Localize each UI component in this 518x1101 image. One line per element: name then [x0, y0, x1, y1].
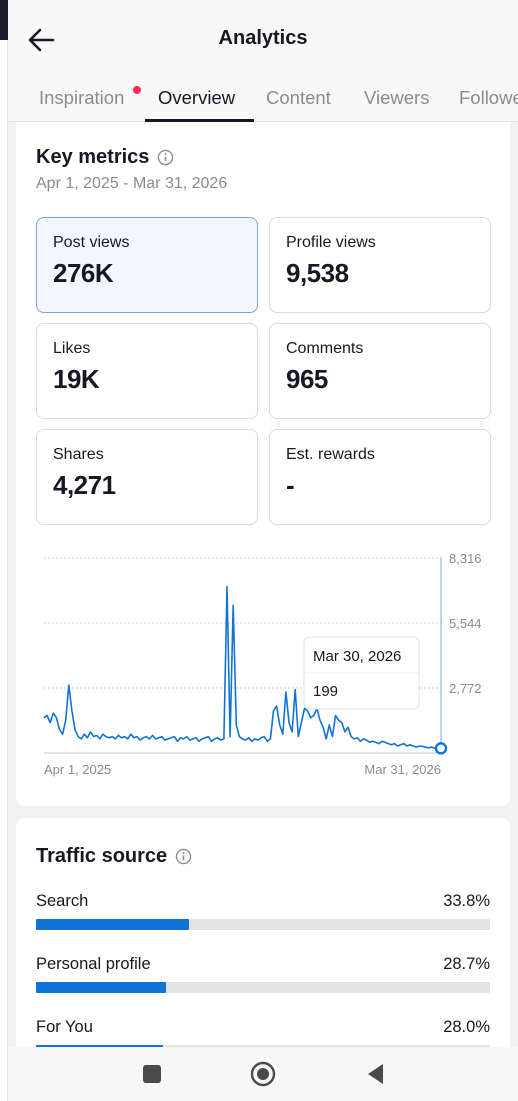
tooltip-value: 199: [313, 683, 338, 700]
metric-value: 9,538: [286, 258, 349, 288]
metric-card-comments[interactable]: Comments 965: [269, 323, 491, 419]
metric-label: Likes: [53, 340, 91, 357]
tooltip-date: Mar 30, 2026: [313, 648, 401, 665]
metric-value: 19K: [53, 364, 100, 394]
notification-dot: [133, 86, 141, 94]
traffic-label: Search: [36, 892, 89, 910]
series-line: [43, 585, 442, 750]
arrow-left-icon: [28, 28, 55, 52]
metric-label: Shares: [53, 446, 104, 463]
back-triangle-icon[interactable]: [362, 1060, 390, 1088]
background-page-dark-edge: [0, 0, 8, 40]
tab-bar: Inspiration Overview Content Viewers Fol…: [8, 76, 518, 122]
tab-followers[interactable]: Followers: [459, 87, 518, 108]
x-tick-label: Apr 1, 2025: [44, 762, 111, 777]
home-circle-icon[interactable]: [249, 1060, 277, 1088]
metric-value: -: [286, 470, 295, 500]
traffic-source-title: Traffic source: [36, 845, 168, 867]
traffic-percent: 28.7%: [443, 955, 490, 973]
y-tick-label: 5,544: [449, 616, 482, 631]
x-tick-label: Mar 31, 2026: [364, 762, 441, 777]
traffic-label: Personal profile: [36, 955, 151, 973]
traffic-bar-fill: [36, 919, 190, 930]
traffic-source-card: Traffic source Search 33.8% Personal pro…: [16, 818, 510, 1078]
chart-tooltip: Mar 30, 2026 199: [303, 636, 420, 710]
info-icon[interactable]: [175, 848, 192, 865]
background-page-sliver: [0, 0, 8, 1101]
active-tab-indicator: [145, 119, 254, 122]
tab-inspiration[interactable]: Inspiration: [39, 87, 125, 108]
tab-overview[interactable]: Overview: [158, 87, 236, 108]
key-metrics-heading: Key metrics: [36, 146, 174, 169]
traffic-percent: 28.0%: [443, 1018, 490, 1036]
metric-label: Profile views: [286, 234, 376, 251]
recents-square-icon[interactable]: [138, 1060, 166, 1088]
top-bar: Analytics Inspiration Overview Content V…: [8, 0, 518, 122]
metric-value: 4,271: [53, 470, 116, 500]
metric-value: 276K: [53, 258, 114, 288]
info-icon[interactable]: [157, 149, 174, 166]
traffic-bar-track: [36, 982, 490, 993]
analytics-screen: Analytics Inspiration Overview Content V…: [8, 0, 518, 1101]
metric-card-shares[interactable]: Shares 4,271: [36, 429, 258, 525]
tab-viewers[interactable]: Viewers: [364, 87, 430, 108]
system-nav-bar: [8, 1047, 518, 1101]
tab-content[interactable]: Content: [266, 87, 331, 108]
selected-point[interactable]: [434, 742, 448, 755]
metric-card-est-rewards[interactable]: Est. rewards -: [269, 429, 491, 525]
metric-card-profile-views[interactable]: Profile views 9,538: [269, 217, 491, 313]
metric-label: Post views: [53, 234, 130, 251]
metric-card-likes[interactable]: Likes 19K: [36, 323, 258, 419]
y-tick-label: 8,316: [449, 551, 482, 566]
traffic-source-heading: Traffic source: [36, 845, 192, 868]
traffic-bar-track: [36, 919, 490, 930]
key-metrics-title: Key metrics: [36, 146, 150, 168]
metric-label: Comments: [286, 340, 364, 357]
metric-card-post-views[interactable]: Post views 276K: [36, 217, 258, 313]
metric-label: Est. rewards: [286, 446, 375, 463]
page-title: Analytics: [218, 27, 308, 49]
y-tick-label: 2,772: [449, 681, 482, 696]
traffic-percent: 33.8%: [443, 892, 490, 910]
metric-value: 965: [286, 364, 328, 394]
back-button[interactable]: [26, 24, 58, 56]
date-range: Apr 1, 2025 - Mar 31, 2026: [36, 175, 228, 192]
traffic-label: For You: [36, 1018, 93, 1036]
key-metrics-card: Key metrics Apr 1, 2025 - Mar 31, 2026 P…: [16, 122, 510, 806]
traffic-bar-fill: [36, 982, 167, 993]
